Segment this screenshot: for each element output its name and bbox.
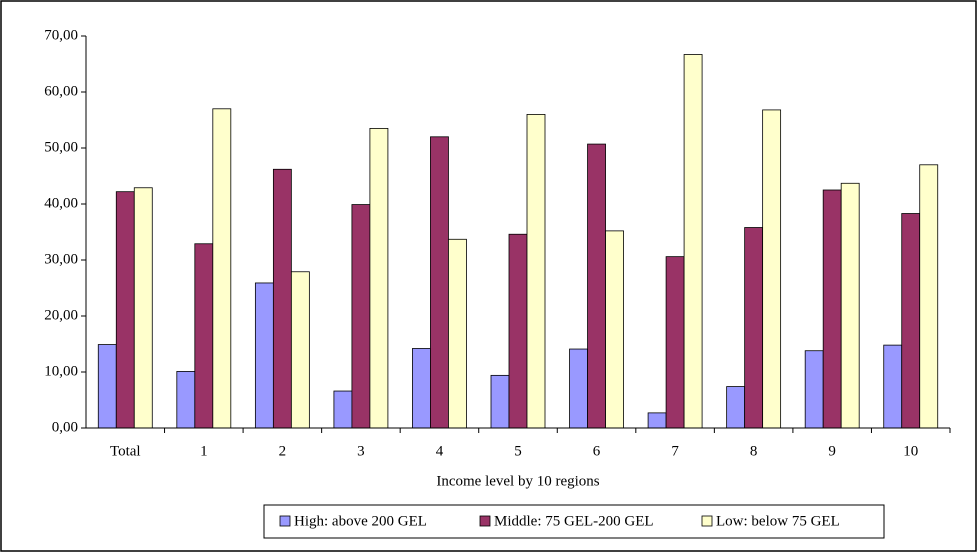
bar (115, 191, 135, 429)
bar (665, 256, 685, 429)
bar (804, 350, 824, 429)
bar (212, 108, 232, 429)
x-tick-label: 5 (514, 443, 522, 459)
legend-swatch (701, 515, 713, 527)
legend-swatch (279, 515, 291, 527)
y-tick-label: 0,00 (52, 419, 78, 435)
x-axis-title: Income level by 10 regions (436, 473, 599, 489)
bar (726, 386, 746, 429)
legend-swatch (479, 515, 491, 527)
y-tick-label: 30,00 (44, 251, 78, 267)
bar (412, 348, 431, 429)
bar (526, 114, 546, 429)
bar (919, 164, 939, 429)
bar (569, 348, 588, 429)
bar (647, 412, 667, 429)
bar (840, 182, 860, 429)
bar (744, 227, 764, 429)
x-tick-label: 10 (903, 443, 918, 459)
bar (272, 168, 292, 429)
bar (822, 189, 842, 429)
bar (448, 238, 467, 429)
x-tick-label: 8 (750, 443, 758, 459)
legend-label: Low: below 75 GEL (716, 513, 840, 529)
bar (97, 344, 117, 429)
x-tick-label: 9 (828, 443, 836, 459)
bar (351, 204, 371, 429)
bar (901, 213, 921, 429)
bar (133, 187, 153, 429)
bar (605, 230, 624, 429)
y-tick-label: 60,00 (44, 83, 78, 99)
y-tick-label: 20,00 (44, 307, 78, 323)
y-tick-label: 40,00 (44, 195, 78, 211)
y-tick-label: 70,00 (44, 27, 78, 43)
bar (290, 271, 310, 429)
x-tick-label: Total (110, 443, 141, 459)
x-tick-label: 1 (200, 443, 208, 459)
legend-label: Middle: 75 GEL-200 GEL (494, 513, 654, 529)
legend-box (263, 504, 885, 539)
bar (369, 127, 389, 429)
legend-label: High: above 200 GEL (294, 513, 427, 529)
bar (883, 344, 903, 429)
bar (587, 143, 606, 429)
x-tick-label: 7 (671, 443, 679, 459)
bar (176, 371, 196, 429)
bar (194, 243, 214, 429)
y-tick-label: 10,00 (44, 363, 78, 379)
x-tick-label: 6 (593, 443, 601, 459)
bar (333, 390, 353, 429)
x-tick-label: 3 (357, 443, 365, 459)
x-tick-label: 4 (436, 443, 444, 459)
bar (430, 136, 449, 429)
y-tick-label: 50,00 (44, 139, 78, 155)
bar (254, 282, 274, 429)
x-tick-label: 2 (279, 443, 287, 459)
bar (683, 54, 703, 429)
bar (490, 374, 510, 429)
bar (762, 109, 782, 429)
bar (508, 233, 528, 429)
